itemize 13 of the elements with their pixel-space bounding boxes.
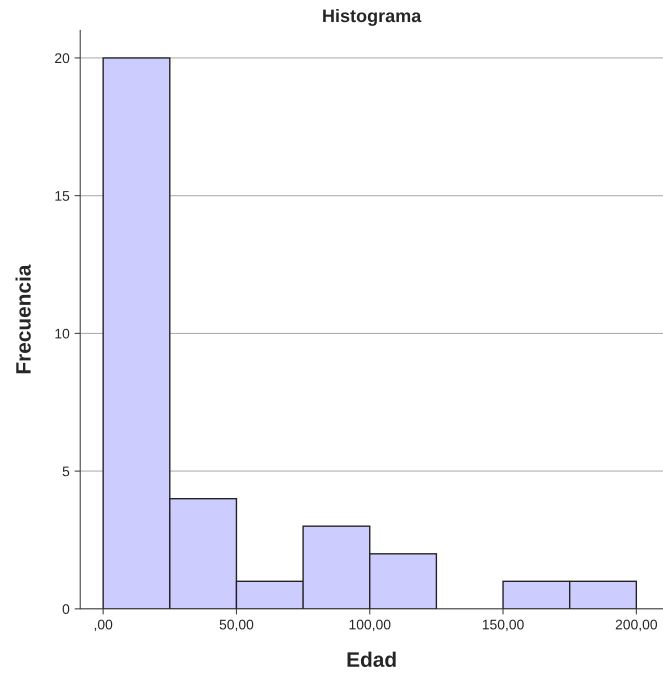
y-tick-label: 0	[62, 604, 70, 614]
y-tick-label: 15	[55, 191, 70, 201]
y-axis-title: Frecuencia	[15, 264, 31, 374]
chart-title: Histograma	[323, 8, 422, 26]
x-axis-title: Edad	[348, 652, 396, 667]
y-tick-label: 5	[62, 466, 70, 476]
x-tick-label: 200,00	[616, 620, 658, 632]
y-tick-label: 20	[55, 53, 70, 64]
x-tick-label: ,00	[94, 620, 112, 632]
x-tick-label: 100,00	[350, 620, 390, 632]
x-tick-label: 50,00	[220, 620, 254, 632]
x-tick-label: 150,00	[482, 620, 524, 632]
y-tick-label: 10	[55, 328, 70, 339]
